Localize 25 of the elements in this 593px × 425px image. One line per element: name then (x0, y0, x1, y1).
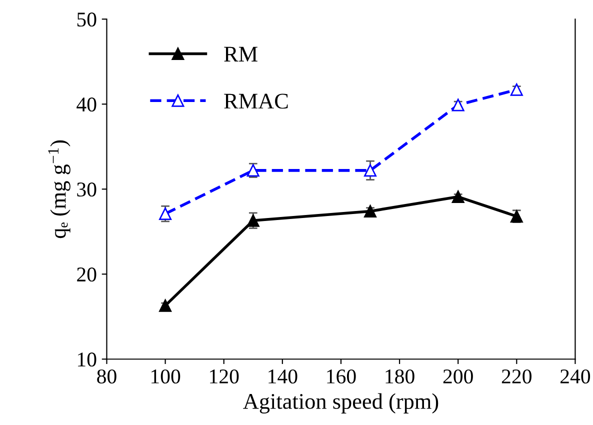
legend-label: RMAC (224, 94, 288, 109)
y-axis-title: qₑ (mg g$^{−1}$) (48, 140, 70, 238)
point (364, 204, 377, 218)
x-tick-label: 240 (560, 369, 590, 384)
x-axis-title: Agitation speed (rpm) (243, 393, 438, 414)
y-tick-label: 10 (78, 352, 96, 367)
point (159, 299, 172, 312)
point (452, 190, 464, 204)
x-tick-label: 100 (152, 369, 180, 384)
point (452, 98, 464, 112)
x-tick-label: 160 (327, 369, 356, 384)
x-tick-label: 80 (97, 369, 116, 384)
y-tick-label: 30 (77, 182, 96, 197)
x-tick-label: 220 (502, 369, 532, 384)
x-tick-label: 140 (268, 369, 298, 384)
x-tick-label: 180 (386, 369, 414, 384)
legend-label: RM (224, 46, 258, 62)
x-tick-label: 200 (443, 369, 473, 384)
point (364, 164, 377, 177)
y-tick-label: 20 (77, 268, 96, 282)
point (159, 208, 172, 220)
x-tick-label: 120 (210, 369, 239, 384)
y-tick-label: 50 (77, 12, 96, 27)
y-tick-label: 40 (76, 98, 96, 112)
point (510, 83, 523, 96)
